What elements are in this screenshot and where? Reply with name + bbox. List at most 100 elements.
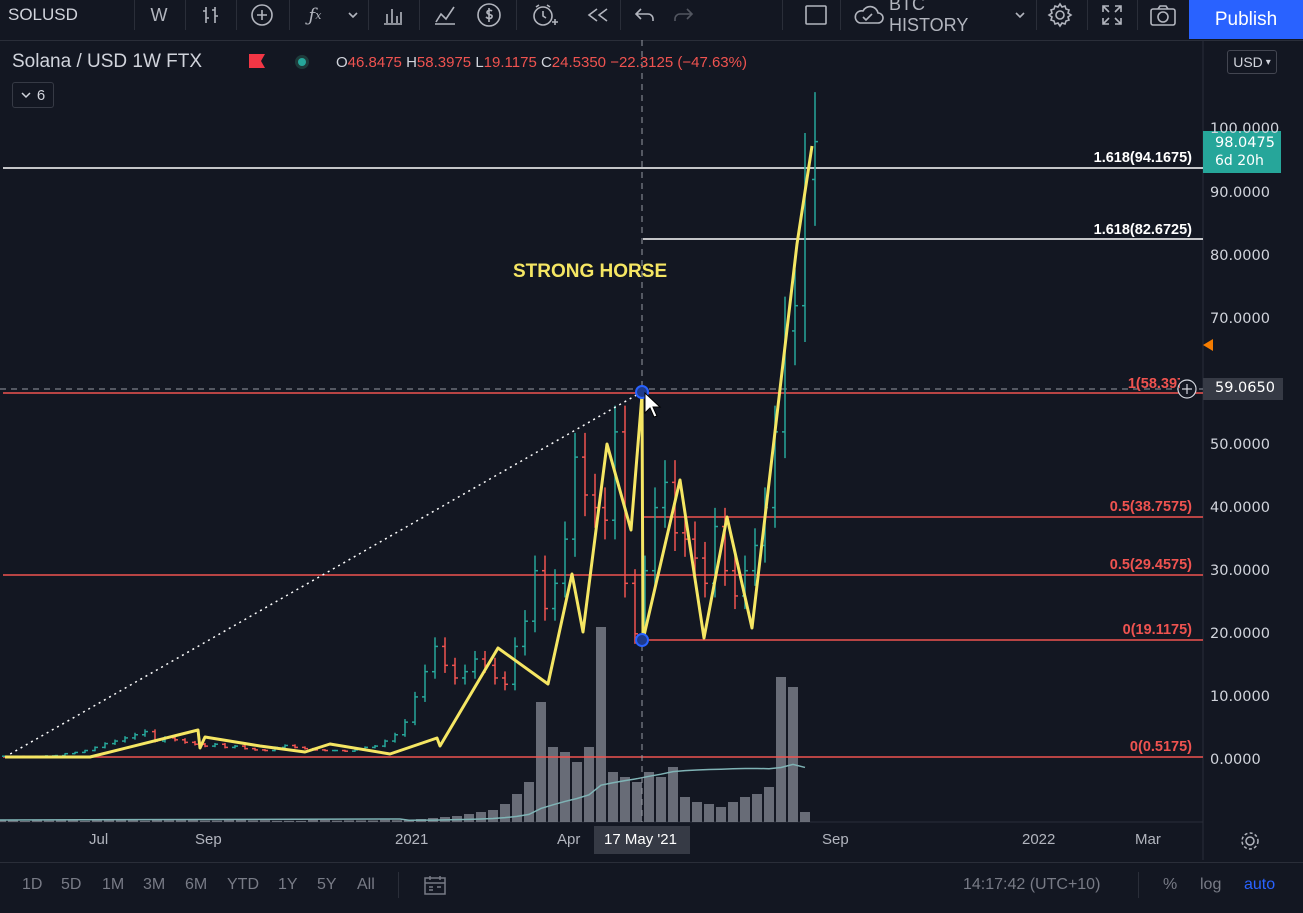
range-button-6m[interactable]: 6M [185,876,207,894]
range-button-1d[interactable]: 1D [22,876,42,894]
price-tick: 90.0000 [1210,185,1270,201]
low-value: 19.1175 [484,54,537,71]
fib-label: 1(58.3975) [1040,376,1180,392]
volume-bar [512,794,522,822]
volume-bar [536,702,546,822]
open-value: 46.8475 [348,54,402,71]
toolbar-divider [1138,872,1139,898]
fib-anchor-bottom[interactable] [636,634,648,646]
price-tick: 80.0000 [1210,248,1270,264]
range-button-1y[interactable]: 1Y [278,876,298,894]
volume-bar [296,821,306,822]
volume-bar [320,820,330,822]
last-price-value: 98.0475 [1215,135,1275,151]
volume-bar [248,820,258,822]
volume-bar [380,820,390,822]
volume-bar [260,820,270,822]
volume-bar [464,814,474,822]
volume-bar [284,821,294,822]
goto-date-calendar-icon[interactable] [423,874,447,896]
volume-bar [608,772,618,822]
price-tick: 70.0000 [1210,311,1270,327]
market-status-icon [295,55,309,69]
indicator-count: 6 [37,87,45,104]
price-tick: 0.0000 [1210,752,1261,768]
volume-bar [80,821,90,822]
crosshair-date-value: 17 May '21 [604,831,677,848]
time-tick: Sep [195,831,222,848]
volume-bar [632,782,642,822]
volume-bar [560,752,570,822]
price-tick: 40.0000 [1210,500,1270,516]
ohlc-values: O46.8475 H58.3975 L19.1175 C24.5350 −22.… [336,54,747,71]
volume-bar [476,812,486,822]
volume-bar [200,821,210,822]
range-button-5y[interactable]: 5Y [317,876,337,894]
volume-bar [344,820,354,822]
bar-countdown: 6d 20h [1215,153,1264,169]
time-tick: Mar [1135,831,1161,848]
strong-horse-annotation[interactable]: STRONG HORSE [513,261,667,283]
volume-bar [584,747,594,822]
alert-marker-icon [1203,339,1213,351]
change-value: −22.3125 (−47.63%) [610,54,747,71]
time-tick: Sep [822,831,849,848]
volume-bar [332,821,342,822]
volume-bar [728,802,738,822]
percent-scale-toggle[interactable]: % [1163,876,1177,894]
volume-bar [548,747,558,822]
clock-timezone[interactable]: 14:17:42 (UTC+10) [963,876,1100,894]
volume-bar [368,820,378,822]
currency-button[interactable]: USD ▾ [1227,50,1277,74]
time-tick: 2022 [1022,831,1055,848]
volume-bar [704,804,714,822]
fib-label: 0.5(38.7575) [1030,499,1192,515]
price-tick: 50.0000 [1210,437,1270,453]
chevron-down-icon [21,91,31,99]
volume-bar [752,794,762,822]
range-button-all[interactable]: All [357,876,375,894]
fib-label: 0(0.5175) [1030,739,1192,755]
volume-bar [356,820,366,822]
indicators-collapse-toggle[interactable]: 6 [12,82,54,108]
volume-bar [272,821,282,822]
volume-bar [176,820,186,822]
volume-bar [680,797,690,822]
volume-bar [596,627,606,822]
volume-bar [692,802,702,822]
price-tick: 30.0000 [1210,563,1270,579]
volume-bar [740,797,750,822]
volume-bar [20,821,30,822]
time-tick: 2021 [395,831,428,848]
range-button-1m[interactable]: 1M [102,876,124,894]
volume-bar [716,807,726,822]
volume-bar [56,821,66,822]
volume-bar [620,777,630,822]
chart-settings-gear-icon[interactable] [1242,833,1258,849]
price-tick: 20.0000 [1210,626,1270,642]
volume-bar [236,820,246,822]
toolbar-divider [398,872,399,898]
fib-label: 0.5(29.4575) [1030,557,1192,573]
volume-bar [788,687,798,822]
zigzag-drawing[interactable] [5,146,812,757]
fib-label: 0(19.1175) [1030,622,1192,638]
log-scale-toggle[interactable]: log [1200,876,1221,894]
volume-bar [308,820,318,822]
close-value: 24.5350 [552,54,606,71]
volume-bar [44,821,54,822]
volume-bar [800,812,810,822]
range-button-ytd[interactable]: YTD [227,876,259,894]
volume-bar [524,782,534,822]
auto-scale-toggle[interactable]: auto [1244,876,1275,894]
volume-bar [392,820,402,822]
range-button-3m[interactable]: 3M [143,876,165,894]
symbol-legend-title[interactable]: Solana / USD 1W FTX [12,51,202,73]
volume-bar [500,804,510,822]
volume-bar [488,810,498,822]
fib-label: 1.618(94.1675) [1030,150,1192,166]
crosshair-price-value: 59.0650 [1215,380,1275,396]
range-button-5d[interactable]: 5D [61,876,81,894]
price-tick: 10.0000 [1210,689,1270,705]
